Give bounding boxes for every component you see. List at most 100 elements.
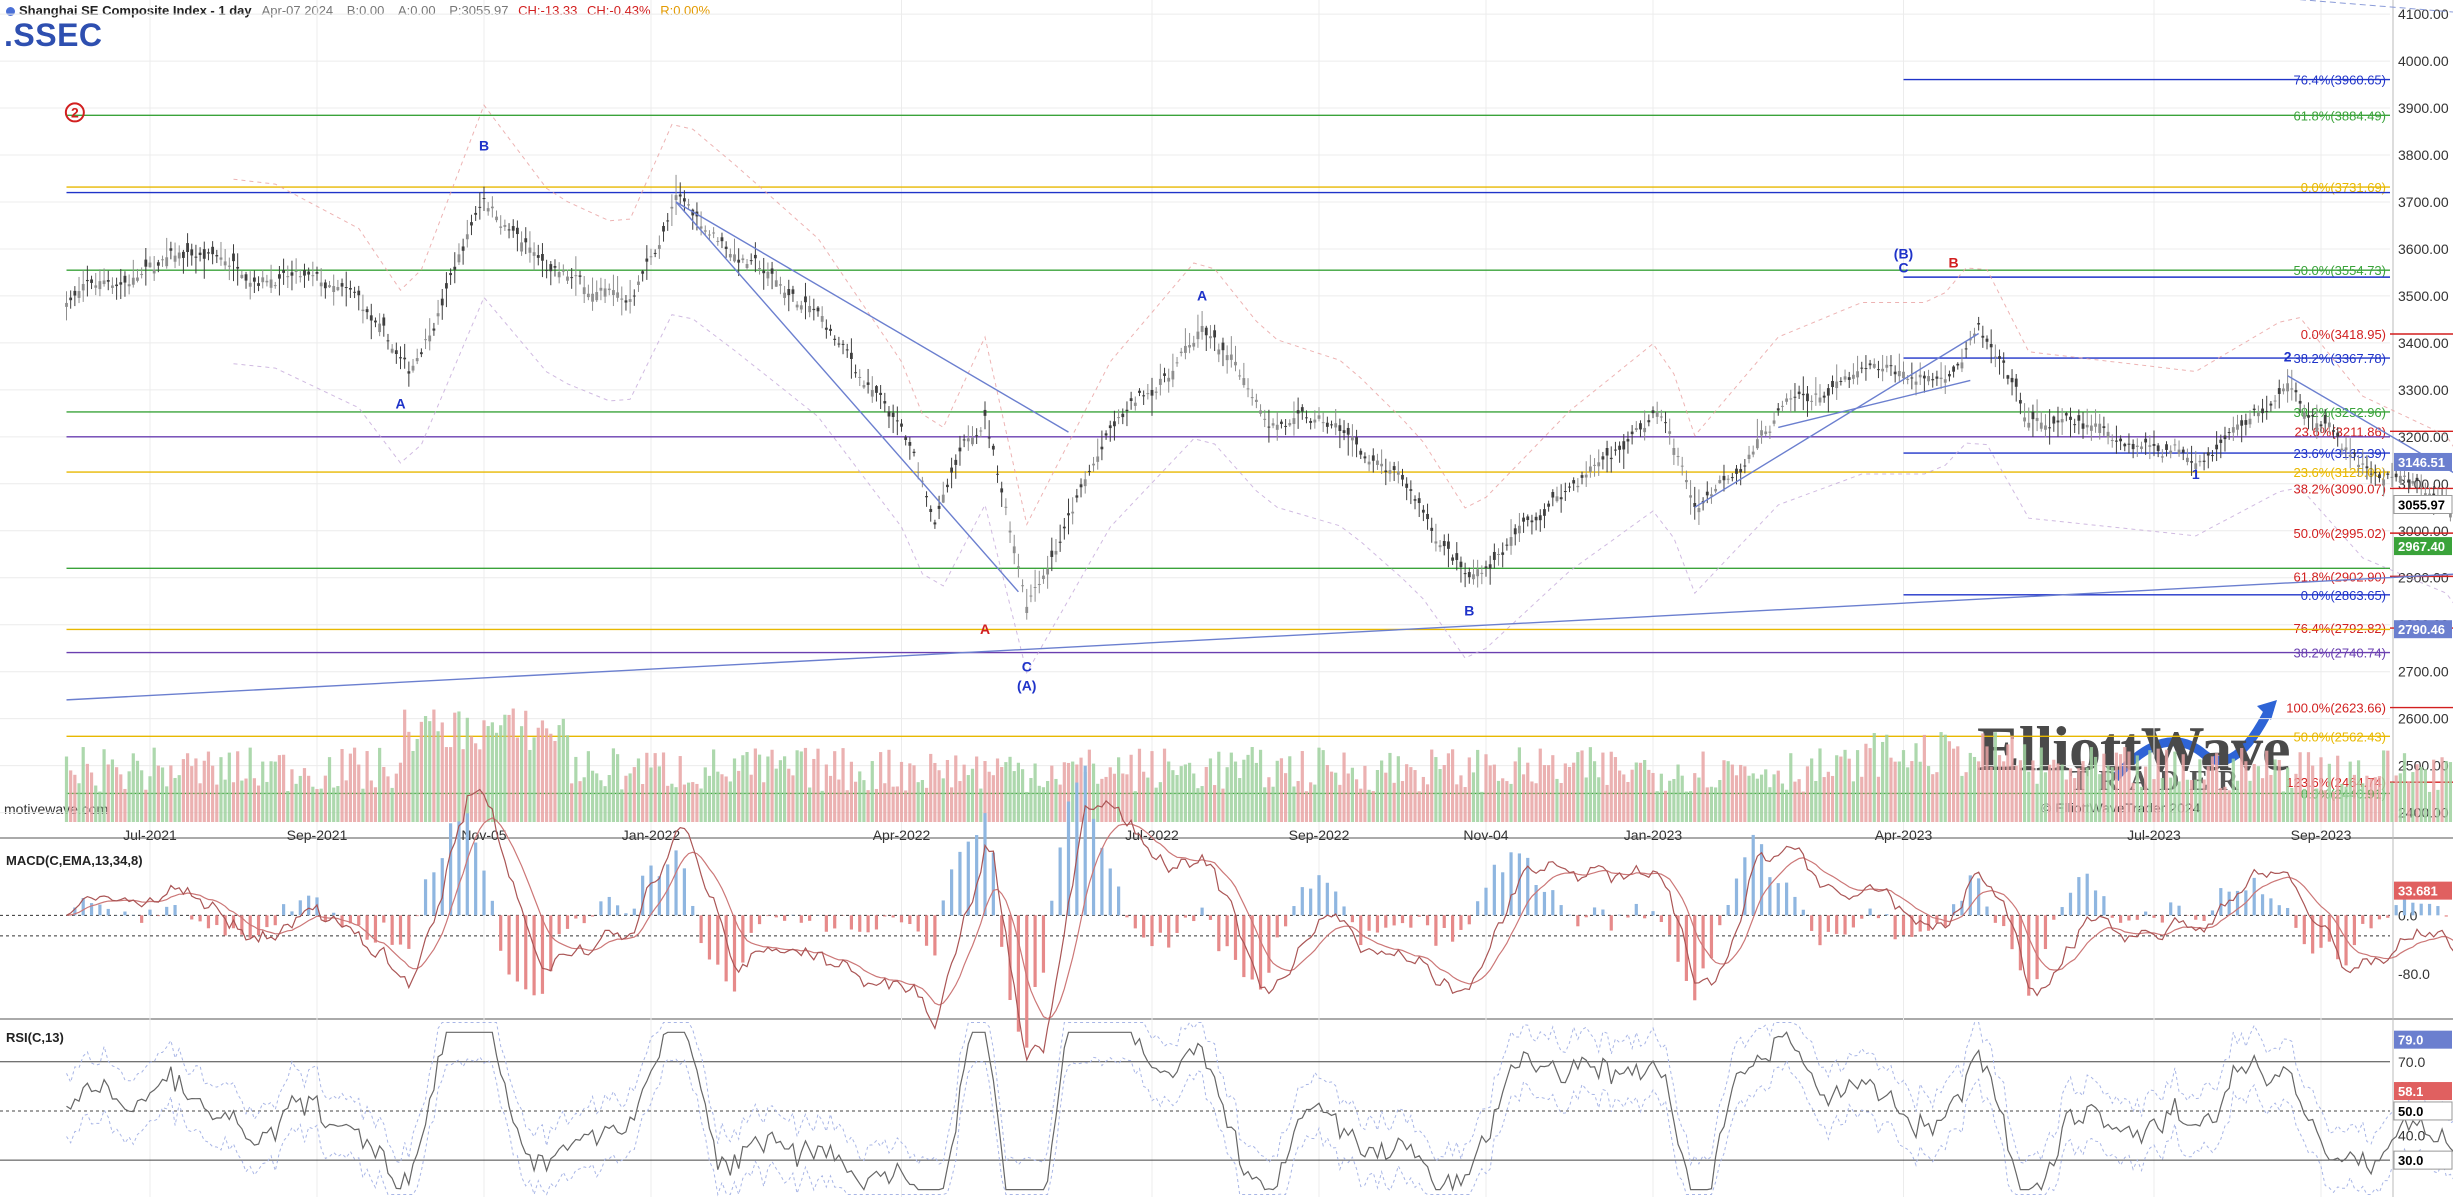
volume-bar [1154, 787, 1158, 822]
candle-body [486, 208, 490, 212]
macd-histogram-bar [2227, 891, 2231, 916]
candle-body [1710, 494, 1713, 497]
series-dot-icon[interactable] [6, 7, 15, 17]
candle-body [2064, 413, 2068, 416]
macd-histogram-bar [1359, 915, 1363, 946]
macd-histogram-bar [1133, 915, 1137, 929]
candle-body [1417, 498, 1421, 504]
candle-body [2069, 416, 2072, 420]
macd-histogram-bar [1785, 882, 1789, 916]
volume-bar [1309, 782, 1313, 822]
volume-bar [1417, 791, 1421, 822]
wave-label: 2 [71, 104, 79, 120]
macd-histogram-bar [724, 915, 728, 982]
volume-bar [440, 722, 444, 822]
candle-body [2073, 424, 2077, 426]
macd-histogram-bar [1551, 890, 1555, 916]
volume-bar [73, 774, 77, 822]
macd-histogram-bar [415, 915, 419, 917]
volume-bar [2060, 764, 2064, 822]
candle-body [1622, 441, 1626, 450]
candle-body [1760, 430, 1763, 436]
volume-bar [795, 750, 799, 822]
time-tick-label: Sep-2022 [1289, 827, 1350, 843]
volume-bar [545, 728, 549, 822]
candle-body [670, 206, 674, 209]
volume-bar [273, 761, 277, 822]
volume-bar [1192, 773, 1196, 822]
candle-body [511, 226, 515, 231]
volume-bar [1121, 773, 1125, 822]
volume-bar [682, 784, 686, 822]
volume-bar [2440, 757, 2444, 822]
volume-bar [632, 767, 636, 822]
candle-body [1300, 407, 1304, 412]
macd-histogram-bar [1459, 915, 1463, 930]
candle-body [315, 272, 319, 274]
candle-body [353, 291, 356, 293]
volume-bar [2394, 775, 2398, 822]
macd-histogram-bar [2411, 902, 2415, 916]
time-axis: Jul-2021 Sep-2021 Nov-05 Jan-2022 Apr-2022 Ju… [123, 0, 2352, 1197]
macd-histogram-bar [1050, 900, 1054, 916]
candle-body [2411, 481, 2415, 484]
volume-bar [1918, 761, 1922, 822]
volume-bar [1897, 761, 1901, 822]
volume-bar [1730, 764, 1734, 822]
macd-histogram-bar [657, 876, 661, 916]
macd-histogram-bar [2235, 890, 2240, 916]
volume-bar [1776, 770, 1780, 822]
time-tick-label: Nov-04 [1463, 827, 1508, 843]
candle-body [1897, 370, 1901, 377]
volume-bar [1943, 734, 1947, 822]
candle-body [1885, 364, 1889, 368]
price-tick-label: 3000.00 [2398, 523, 2449, 539]
macd-histogram-bar [1066, 801, 1071, 916]
volume-bar [227, 752, 231, 822]
candle-body [1747, 454, 1751, 460]
candle-body [582, 287, 586, 295]
macd-histogram-bar [1609, 915, 1613, 931]
candle-body [407, 371, 411, 374]
macd-histogram-bar [741, 915, 745, 963]
candle-body [687, 204, 690, 206]
volume-bar [2098, 774, 2102, 822]
macd-histogram-bar [148, 909, 152, 916]
candle-body [1330, 424, 1333, 426]
candle-body [1463, 573, 1467, 575]
candle-body [628, 299, 632, 302]
volume-bar [1046, 780, 1050, 822]
volume-bar [2006, 744, 2010, 822]
volume-bar [762, 782, 766, 822]
volume-bar [712, 749, 716, 822]
trend-lines [66, 0, 2453, 701]
volume-bar [1567, 766, 1572, 822]
macd-panel: -80.00.033.681 [0, 765, 2453, 1062]
volume-bar [1484, 754, 1488, 822]
volume-bar [469, 736, 474, 822]
volume-bar [1517, 747, 1521, 822]
candle-body [278, 274, 281, 279]
volume-bar [2081, 761, 2085, 822]
wave-label: (B) [1894, 245, 1913, 261]
candle-body [2044, 425, 2047, 430]
candle-body [156, 262, 160, 266]
macd-histogram-bar [1392, 915, 1396, 926]
candle-body [524, 238, 528, 243]
candle-body [244, 274, 248, 281]
volume-bar [2156, 748, 2160, 822]
macd-histogram-bar [440, 858, 444, 916]
candle-body [1033, 586, 1037, 588]
macd-histogram-bar [1701, 915, 1705, 969]
volume-bar [348, 753, 352, 822]
volume-bar [1663, 790, 1668, 822]
volume-bar [1701, 751, 1705, 822]
candle-body [85, 279, 89, 282]
volume-bar [1321, 750, 1325, 822]
macd-histogram-bar [1768, 877, 1772, 916]
candle-body [1459, 561, 1463, 568]
candle-body [1981, 335, 1985, 338]
macd-histogram-bar [1158, 915, 1162, 933]
macd-histogram-bar [933, 915, 937, 956]
